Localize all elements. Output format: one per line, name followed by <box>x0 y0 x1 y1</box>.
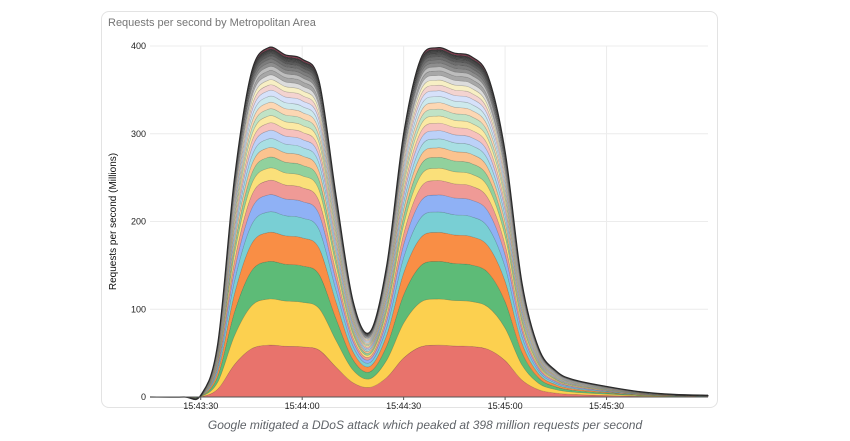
y-tick-label: 0 <box>141 392 146 402</box>
area-series-9 <box>149 156 709 400</box>
area-series-25 <box>149 58 709 400</box>
area-series-24 <box>149 62 709 400</box>
y-tick-label: 200 <box>131 217 146 227</box>
x-tick-label: 15:43:30 <box>183 401 218 411</box>
y-axis-label: Requests per second (Millions) <box>108 153 119 290</box>
area-series-19 <box>149 84 709 400</box>
area-series-14 <box>149 115 709 400</box>
x-tick-label: 15:45:30 <box>589 401 624 411</box>
figure-caption: Google mitigated a DDoS attack which pea… <box>207 418 643 432</box>
area-series-27 <box>149 52 709 400</box>
x-tick-label: 15:44:00 <box>285 401 320 411</box>
area-series-8 <box>149 167 709 399</box>
x-tick-label: 15:44:30 <box>386 401 421 411</box>
area-series-26 <box>149 55 709 400</box>
y-tick-label: 100 <box>131 304 146 314</box>
y-tick-label: 300 <box>131 129 146 139</box>
area-series-22 <box>149 70 709 400</box>
chart-title: Requests per second by Metropolitan Area <box>108 17 316 29</box>
y-tick-label: 400 <box>131 41 146 51</box>
total-outline <box>149 46 709 401</box>
x-tick-label: 15:45:00 <box>488 401 523 411</box>
area-series-13 <box>149 122 709 400</box>
